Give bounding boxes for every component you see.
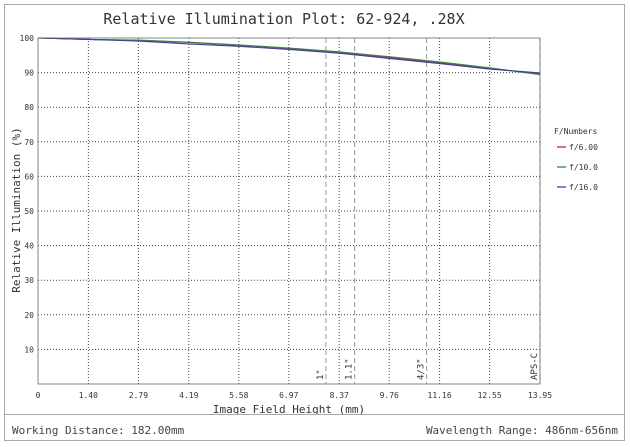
x-tick-label: 1.40: [79, 391, 98, 400]
x-tick-label: 0: [36, 391, 41, 400]
legend-label: f/6.00: [569, 143, 598, 152]
plot-area-border: [37, 37, 541, 385]
y-tick-label: 30: [24, 276, 34, 285]
series-line: [37, 37, 541, 74]
y-tick-label: 100: [20, 34, 35, 43]
x-tick-label: 6.97: [279, 391, 298, 400]
y-tick-label: 10: [24, 345, 34, 354]
y-tick-label: 80: [24, 103, 34, 112]
x-tick-label: 9.76: [380, 391, 399, 400]
axis-layer: 0 1.40 2.79 4.19 5.58 6.97 8.37 9.76 11.16 12.55 1…: [20, 34, 553, 400]
y-axis-label: Relative Illumination (%): [10, 127, 23, 293]
x-axis-label: Image Field Height (mm): [213, 403, 365, 416]
legend-label: f/16.0: [569, 183, 598, 192]
sensor-marker-label: 1.1": [345, 358, 355, 380]
footer-divider: [4, 414, 625, 415]
x-tick-label: 11.16: [428, 391, 452, 400]
sensor-marker-label: 4/3": [417, 358, 427, 380]
y-tick-label: 70: [24, 138, 34, 147]
y-tick-label: 40: [24, 242, 34, 251]
sensor-marker-label: 1": [316, 369, 326, 380]
x-tick-label: 2.79: [129, 391, 148, 400]
legend-title: F/Numbers: [554, 127, 598, 136]
y-tick-label: 90: [24, 69, 34, 78]
grid-layer: [38, 38, 540, 384]
x-tick-label: 12.55: [478, 391, 502, 400]
x-tick-label: 4.19: [179, 391, 198, 400]
legend-label: f/10.0: [569, 163, 598, 172]
sensor-marker-label: APS-C: [530, 353, 540, 380]
y-tick-label: 60: [24, 172, 34, 181]
x-tick-label: 13.95: [528, 391, 552, 400]
wavelength-range-label: Wavelength Range: 486nm-656nm: [425, 424, 618, 437]
working-distance-label: Working Distance: 182.00mm: [12, 424, 185, 437]
x-tick-label: 8.37: [330, 391, 349, 400]
x-tick-label: 5.58: [229, 391, 248, 400]
chart-title: Relative Illumination Plot: 62-924, .28X: [103, 10, 464, 28]
plot-frame: [4, 4, 625, 441]
series-line: [37, 37, 541, 76]
legend: F/Numbers f/6.00 f/10.0 f/16.0: [554, 127, 598, 192]
y-tick-label: 20: [24, 311, 34, 320]
series-layer: [37, 37, 541, 76]
y-tick-label: 50: [24, 207, 34, 216]
